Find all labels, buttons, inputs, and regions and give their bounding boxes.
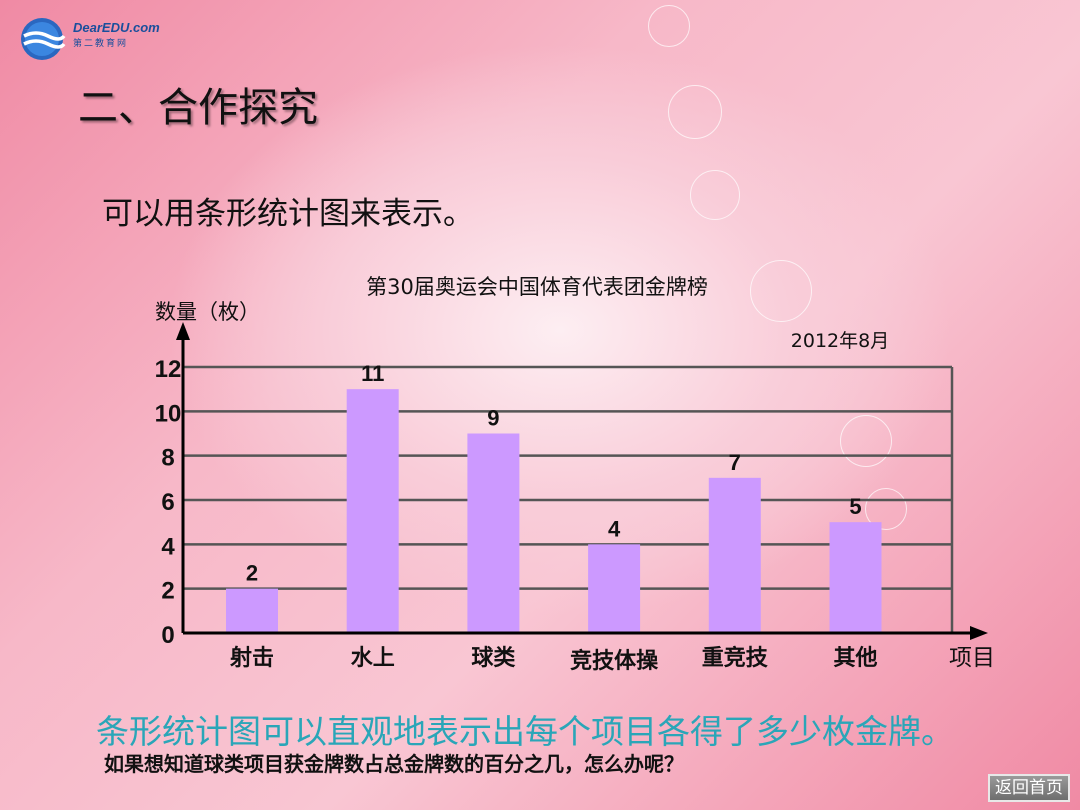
x-tick-label: 球类 (471, 646, 516, 671)
bar-value-label: 9 (487, 406, 499, 431)
bar (467, 433, 520, 633)
y-tick-label: 8 (161, 445, 174, 472)
chart-bars (226, 389, 882, 633)
chart-subtitle: 2012年8月 (791, 330, 889, 352)
bar (226, 588, 278, 633)
x-tick-label: 射击 (229, 645, 274, 671)
bar-value-label: 4 (608, 516, 621, 541)
bar-value-label: 5 (849, 494, 861, 519)
chart-title: 第30届奥运会中国体育代表团金牌榜 (366, 275, 708, 299)
question-text: 如果想知道球类项目获金牌数占总金牌数的百分之几，怎么办呢？ (104, 752, 684, 776)
bar-value-label: 2 (246, 561, 258, 586)
chart-axes (176, 322, 988, 640)
y-tick-label: 12 (155, 356, 182, 383)
page-title: 二、合作探究 (78, 85, 318, 131)
chart-grid (183, 365, 954, 633)
y-tick-label: 10 (155, 400, 182, 427)
logo-icon (21, 18, 66, 60)
decorative-circle (840, 415, 892, 467)
site-logo: DearEDU.com 第二教育网 (18, 16, 178, 62)
logo-brand: DearEDU.com (73, 20, 160, 35)
x-tick-label: 水上 (351, 646, 395, 671)
x-tick-label: 竞技体操 (570, 648, 659, 674)
logo-subtitle: 第二教育网 (73, 39, 129, 49)
y-tick-label: 0 (161, 622, 174, 649)
y-tick-label: 4 (161, 533, 175, 560)
x-tick-label: 其他 (833, 646, 877, 671)
y-tick-label: 6 (161, 489, 174, 516)
y-tick-label: 2 (161, 578, 174, 605)
intro-text: 可以用条形统计图来表示。 (102, 196, 474, 232)
summary-text: 条形统计图可以直观地表示出每个项目各得了多少枚金牌。 (96, 712, 954, 751)
decorative-circle (865, 488, 907, 530)
decorative-circle (668, 85, 722, 139)
y-axis-arrow (176, 322, 190, 340)
bar (346, 389, 399, 633)
bar (829, 522, 882, 633)
x-axis-arrow (970, 626, 988, 640)
chart-labels: 0 2 4 6 8 10 12 2 射击 11 水上 9 球类 4 竞技体操 7 重竞技 5 其他 (155, 356, 878, 674)
decorative-circle (648, 5, 690, 47)
x-axis-label: 项目 (949, 645, 995, 671)
bar (588, 544, 641, 633)
bar-value-label: 7 (729, 450, 741, 475)
home-button[interactable]: 返回首页 (988, 774, 1070, 802)
bar-value-label: 11 (361, 361, 384, 386)
x-tick-label: 重竞技 (702, 645, 769, 671)
decorative-circle (750, 260, 812, 322)
bar (708, 477, 761, 633)
y-axis-label: 数量（枚） (155, 300, 260, 324)
decorative-circle (690, 170, 740, 220)
